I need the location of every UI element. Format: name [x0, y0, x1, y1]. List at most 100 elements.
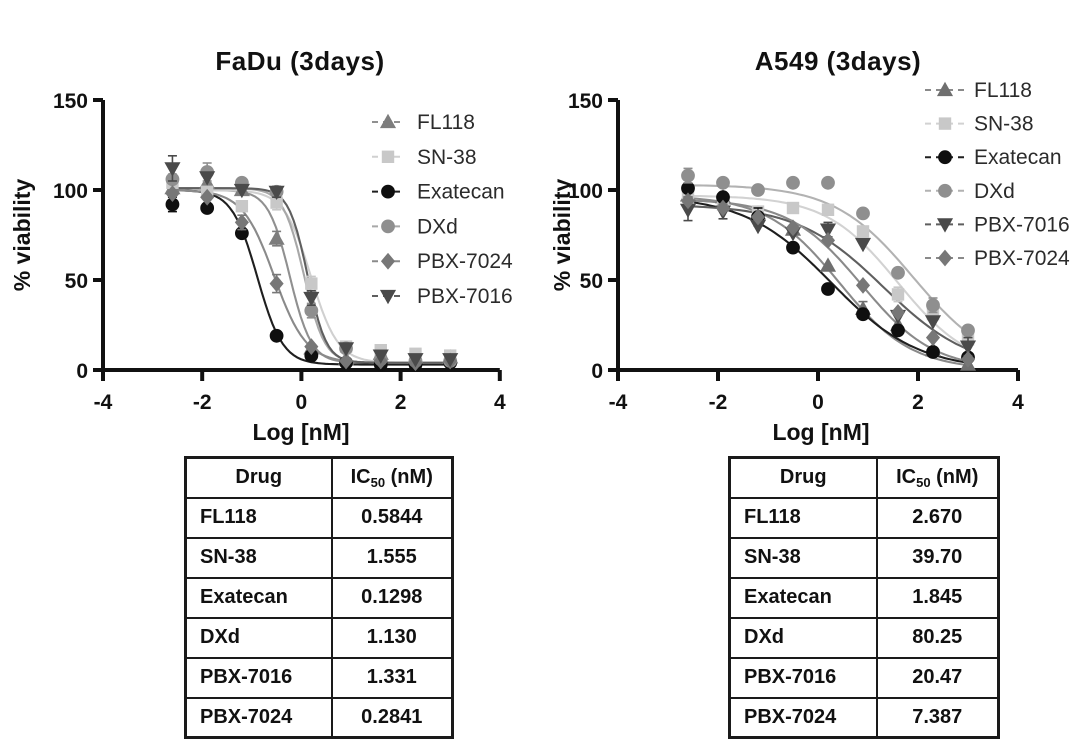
drug-cell: DXd [728, 616, 878, 659]
y-tick-label: 0 [591, 360, 603, 383]
ic50-value-cell: 1.331 [330, 656, 454, 699]
x-tick-label: 0 [812, 391, 824, 414]
table-row: DXd 1.130 [184, 616, 454, 659]
legend-label-PBX-7016: PBX-7016 [974, 213, 1070, 236]
drug-cell: PBX-7016 [728, 656, 878, 699]
table-header-row: Drug IC50 (nM) [728, 456, 1000, 499]
legend-marker-PBX-7016 [936, 218, 954, 233]
y-axis-label: % viability [9, 179, 35, 292]
table-row: PBX-7024 7.387 [728, 696, 1000, 739]
legend-label-PBX-7016: PBX-7016 [417, 285, 513, 308]
y-tick-label: 100 [53, 180, 88, 203]
drug-cell: Exatecan [728, 576, 878, 619]
legend-label-PBX-7024: PBX-7024 [417, 250, 513, 273]
legend-marker-PBX-7024 [937, 249, 953, 267]
y-tick-label: 0 [76, 360, 88, 383]
point-PBX-7024 [890, 304, 906, 321]
point-PBX-7016 [303, 291, 320, 307]
point-PBX-7016 [337, 342, 355, 357]
legend-marker-DXd [938, 183, 952, 198]
point-PBX-7016 [268, 185, 285, 201]
y-tick-label: 50 [580, 270, 603, 293]
point-SN-38 [821, 203, 835, 217]
y-tick-label: 100 [568, 180, 603, 203]
y-tick-label: 50 [65, 270, 88, 293]
fadu-chart-title: FaDu (3days) [215, 46, 385, 76]
point-SN-38 [305, 277, 318, 290]
drug-cell: FL118 [728, 496, 878, 539]
a549-dose-response-chart: 0 50 100 150 -4 -2 0 2 4 Log [nM] % viability FL118… [549, 79, 1070, 445]
axes [93, 98, 502, 381]
point-PBX-7016 [819, 223, 837, 238]
x-tick-label: 0 [296, 391, 308, 414]
legend-marker-FL118 [936, 81, 954, 97]
point-Exatecan [786, 240, 800, 255]
drug-cell: SN-38 [728, 536, 878, 579]
table-row: DXd 80.25 [728, 616, 1000, 659]
point-DXd [961, 323, 975, 338]
legend-marker-PBX-7016 [379, 289, 397, 305]
legend: FL118 SN-38 Exatecan DXd PBX-7024 PBX-7016 [372, 111, 513, 308]
point-PBX-7016 [854, 237, 872, 253]
x-tick-label: 4 [1012, 391, 1024, 414]
x-tick-label: 4 [494, 391, 506, 414]
table-row: FL118 2.670 [728, 496, 1000, 539]
x-tick-label: 2 [395, 391, 407, 414]
legend-marker-SN-38 [381, 150, 395, 164]
legend-marker-PBX-7024 [380, 252, 396, 270]
point-DXd [681, 168, 695, 183]
ic50-value-cell: 39.70 [875, 536, 1000, 579]
legend: FL118 SN-38 Exatecan DXd PBX-7016 PBX-7024 [925, 79, 1070, 270]
point-Exatecan [926, 345, 940, 359]
a549-ic50-table: Drug IC50 (nM) FL118 2.670 SN-38 39.70 Exateca… [728, 456, 1000, 739]
x-tick-label: 2 [912, 391, 924, 414]
point-SN-38 [786, 201, 800, 215]
x-tick-label: -4 [609, 391, 628, 414]
point-PBX-7024 [785, 219, 801, 237]
point-Exatecan [269, 328, 284, 343]
drug-cell: FL118 [184, 496, 333, 539]
point-PBX-7024 [960, 350, 976, 368]
legend-marker-FL118 [379, 113, 397, 129]
x-tick-label: -2 [709, 391, 728, 414]
point-PBX-7016 [924, 315, 942, 330]
table-row: PBX-7016 1.331 [184, 656, 454, 699]
table-row: SN-38 1.555 [184, 536, 454, 579]
table-row: SN-38 39.70 [728, 536, 1000, 579]
legend-label-FL118: FL118 [974, 79, 1032, 102]
point-PBX-7024 [304, 338, 319, 355]
point-PBX-7024 [269, 275, 284, 292]
point-PBX-7024 [680, 192, 696, 210]
ic50-value-cell: 1.555 [330, 536, 454, 579]
point-PBX-7016 [164, 162, 181, 177]
legend-label-DXd: DXd [974, 180, 1015, 203]
legend-label-DXd: DXd [417, 215, 458, 238]
drug-cell: PBX-7016 [184, 656, 333, 699]
x-tick-label: -2 [193, 391, 212, 414]
drug-cell: Exatecan [184, 576, 333, 619]
series-PBX-7024 [680, 192, 976, 368]
a549-chart-title: A549 (3days) [754, 46, 922, 76]
point-PBX-7024 [925, 329, 941, 346]
point-FL118 [819, 257, 837, 272]
point-FL118 [268, 230, 285, 245]
point-PBX-7016 [407, 353, 424, 368]
curve-Exatecan [685, 200, 971, 365]
legend-label-Exatecan: Exatecan [974, 146, 1062, 169]
x-axis-label: Log [nM] [252, 419, 349, 445]
axes [608, 98, 1020, 381]
point-PBX-7024 [200, 188, 215, 206]
point-PBX-7024 [165, 185, 180, 202]
table-header-row: Drug IC50 (nM) [184, 456, 454, 499]
point-SN-38 [856, 225, 870, 238]
table-row: FL118 0.5844 [184, 496, 454, 539]
series-PBX-7016 [164, 155, 459, 368]
fadu-ic50-table: Drug IC50 (nM) FL118 0.5844 SN-38 1.555 Exatec… [184, 456, 454, 739]
legend-marker-SN-38 [938, 117, 952, 130]
point-PBX-7016 [233, 183, 250, 199]
legend-marker-DXd [381, 219, 395, 234]
y-tick-label: 150 [53, 90, 88, 113]
drug-cell: DXd [184, 616, 333, 659]
x-axis-label: Log [nM] [772, 419, 869, 445]
